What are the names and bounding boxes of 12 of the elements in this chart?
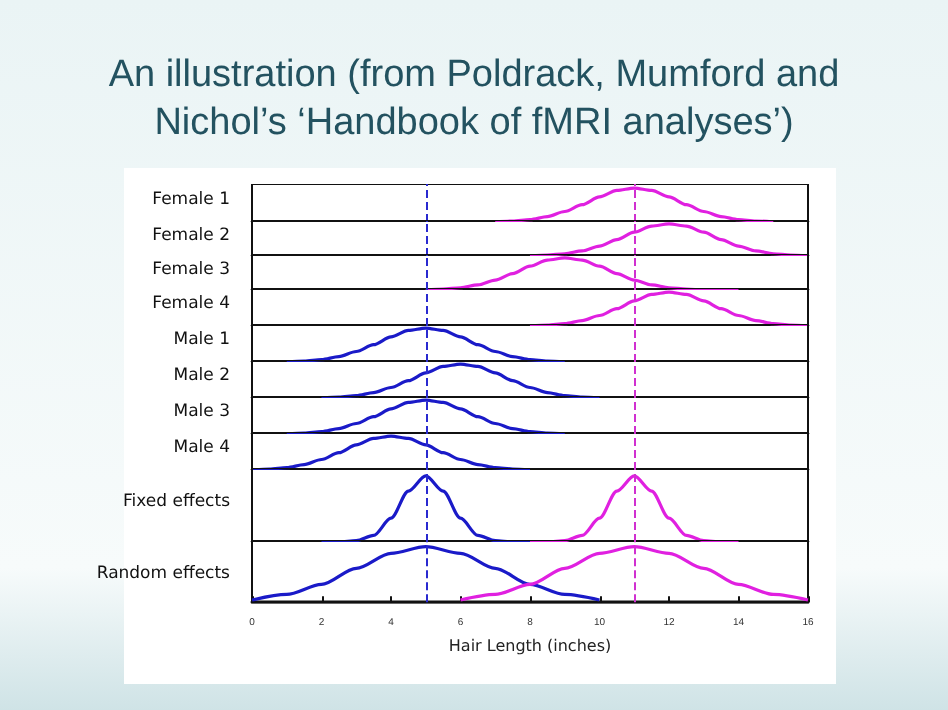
x-axis-title: Hair Length (inches)	[448, 637, 612, 655]
y-axis-title: Random effects	[94, 563, 230, 583]
y-axis-title: Male 1	[171, 330, 230, 350]
chart-title: An illustration (from Poldrack, Mumford and Nichol’s ‘Handbook of fMRI analyses’)	[106, 52, 842, 148]
y-axis-title: Female 4	[150, 294, 230, 314]
y-axis-title: Male 4	[171, 438, 230, 458]
y-axis-title: Male 2	[171, 366, 230, 386]
y-axis-title: Female 2	[150, 225, 230, 245]
y-axis-title: Fixed effects	[121, 492, 230, 512]
y-axis-title: Female 1	[150, 190, 230, 210]
y-axis-title: Female 3	[150, 259, 230, 279]
y-axis-title: Male 3	[171, 402, 230, 422]
